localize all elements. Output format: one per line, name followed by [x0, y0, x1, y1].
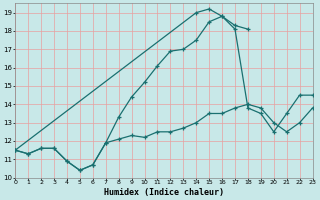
- X-axis label: Humidex (Indice chaleur): Humidex (Indice chaleur): [104, 188, 224, 197]
